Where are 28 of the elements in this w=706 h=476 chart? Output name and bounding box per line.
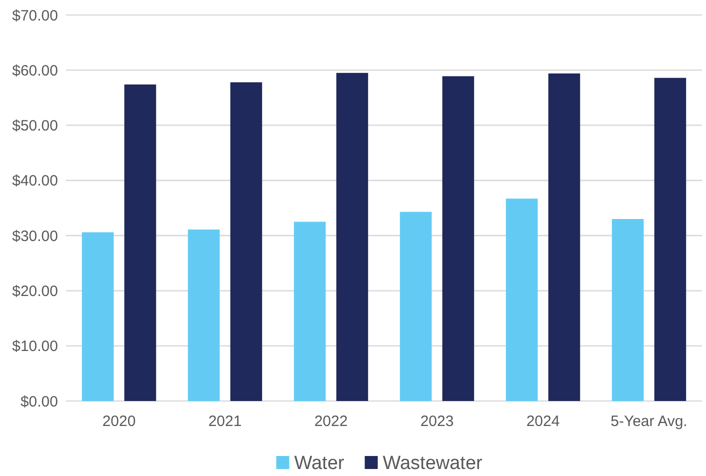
bar — [124, 84, 156, 401]
legend-label: Water — [294, 453, 345, 474]
bar — [82, 232, 114, 401]
y-tick-label: $50.00 — [12, 118, 58, 135]
y-tick-label: $40.00 — [12, 172, 58, 190]
y-tick-label: $0.00 — [20, 393, 58, 410]
y-tick-label: $10.00 — [12, 338, 58, 356]
y-tick-label: $30.00 — [12, 228, 58, 245]
bar — [654, 78, 686, 401]
bar — [506, 198, 538, 401]
x-tick-label: 2023 — [420, 413, 454, 430]
bar — [612, 219, 644, 401]
bar — [336, 72, 368, 401]
x-tick-label: 2024 — [526, 413, 560, 430]
bar — [230, 82, 262, 401]
y-tick-label: $70.00 — [12, 7, 58, 24]
bar — [188, 230, 220, 401]
x-tick-label: 2020 — [102, 413, 136, 430]
x-tick-label: 5-Year Avg. — [610, 413, 688, 430]
x-tick-label: 2021 — [208, 413, 242, 430]
bar — [442, 76, 474, 401]
y-tick-label: $60.00 — [12, 62, 58, 80]
y-tick-label: $20.00 — [12, 282, 58, 300]
bar — [548, 73, 580, 401]
x-tick-label: 2022 — [314, 413, 348, 430]
bar — [400, 212, 432, 401]
bar — [294, 222, 326, 401]
legend-label: Wastewater — [382, 453, 484, 474]
